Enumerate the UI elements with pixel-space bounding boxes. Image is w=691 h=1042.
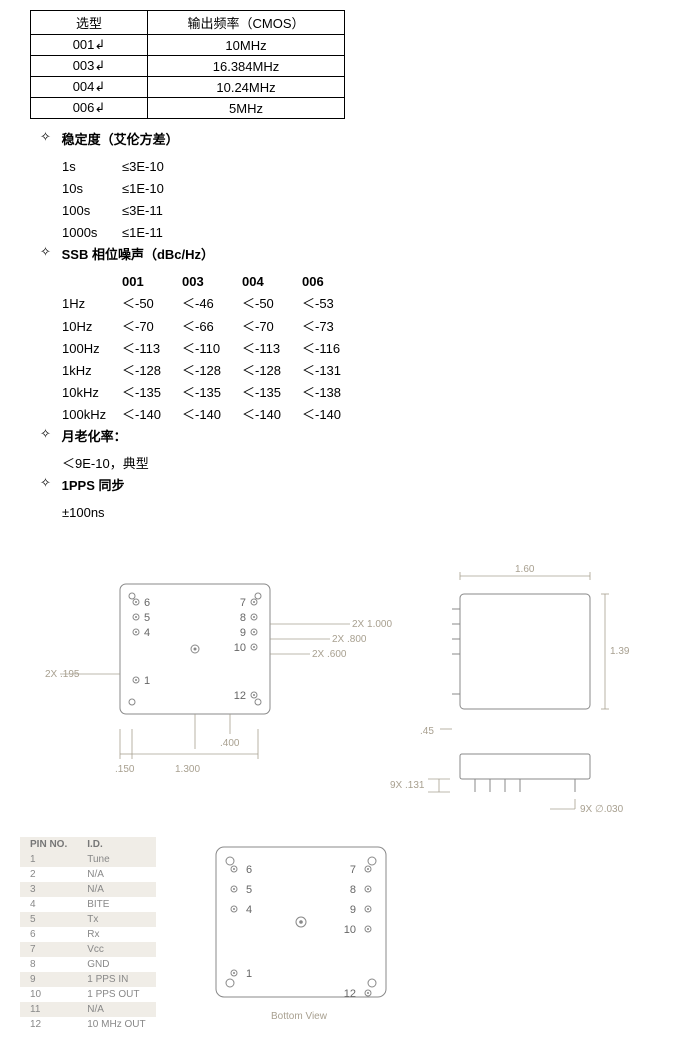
svg-text:9X ∅.030: 9X ∅.030 — [580, 804, 624, 814]
pin-row: 4BITE — [20, 897, 156, 912]
freq-cell: 10.24MHz — [148, 77, 345, 98]
svg-text:8: 8 — [349, 884, 355, 896]
bullet-icon: ✧ — [40, 475, 58, 491]
top-diagrams-svg: 6 5 4 1 7 8 9 10 12 2X 1.000 2X .800 2X .600 .4… — [20, 554, 660, 814]
svg-text:.400: .400 — [220, 738, 240, 749]
stability-section: ✧ 稳定度（艾伦方差） — [40, 129, 671, 148]
svg-text:1: 1 — [144, 675, 150, 687]
freq-header-output: 输出频率（CMOS） — [148, 11, 345, 35]
svg-text:.150: .150 — [115, 764, 135, 775]
svg-text:2X .800: 2X .800 — [332, 634, 367, 645]
ssb-row: 10Hz＜-70＜-66＜-70＜-73 — [62, 316, 671, 338]
pin-row: 2N/A — [20, 867, 156, 882]
ssb-title: SSB 相位噪声（dBc/Hz） — [62, 244, 214, 263]
svg-text:10: 10 — [234, 642, 246, 654]
svg-text:6: 6 — [144, 597, 150, 609]
mechanical-diagrams: 6 5 4 1 7 8 9 10 12 2X 1.000 2X .800 2X .600 .4… — [20, 554, 671, 1032]
svg-text:8: 8 — [240, 612, 246, 624]
bullet-icon: ✧ — [40, 426, 58, 442]
ssb-row: 1Hz＜-50＜-46＜-50＜-53 — [62, 293, 671, 315]
svg-text:Bottom View: Bottom View — [271, 1011, 328, 1022]
svg-text:2X .195: 2X .195 — [45, 669, 80, 680]
pps-section: ✧ 1PPS 同步 — [40, 475, 671, 494]
pin-table: PIN NO. I.D. 1Tune2N/A3N/A4BITE5Tx6Rx7Vc… — [20, 837, 156, 1032]
stability-data: 1s≤3E-1010s≤1E-10100s≤3E-111000s≤1E-11 — [62, 156, 671, 244]
aging-section: ✧ 月老化率： — [40, 426, 671, 445]
svg-text:5: 5 — [144, 612, 150, 624]
pin-row: 7Vcc — [20, 942, 156, 957]
freq-header-model: 选型 — [31, 11, 148, 35]
stability-row: 1s≤3E-10 — [62, 156, 671, 178]
freq-cell: 5MHz — [148, 98, 345, 119]
svg-text:1.39: 1.39 — [610, 646, 630, 657]
svg-text:.45: .45 — [420, 726, 434, 737]
pin-header-no: PIN NO. — [20, 837, 77, 852]
svg-text:1: 1 — [246, 968, 252, 980]
stability-row: 100s≤3E-11 — [62, 200, 671, 222]
svg-text:1.300: 1.300 — [175, 764, 200, 775]
frequency-table: 选型 输出频率（CMOS） 001↲10MHz003↲16.384MHz004↲… — [30, 10, 345, 119]
bullet-icon: ✧ — [40, 129, 58, 145]
svg-text:2X 1.000: 2X 1.000 — [352, 619, 392, 630]
pin-row: 5Tx — [20, 912, 156, 927]
stability-title: 稳定度（艾伦方差） — [62, 129, 179, 148]
svg-text:7: 7 — [240, 597, 246, 609]
pin-row: 91 PPS IN — [20, 972, 156, 987]
freq-cell: 16.384MHz — [148, 56, 345, 77]
svg-text:9: 9 — [240, 627, 246, 639]
svg-text:4: 4 — [246, 904, 252, 916]
ssb-row: 1kHz＜-128＜-128＜-128＜-131 — [62, 360, 671, 382]
pin-header-id: I.D. — [77, 837, 155, 852]
bottom-view-svg: 6 5 4 1 7 8 9 10 12 Bottom View — [196, 837, 416, 1027]
pin-row: 1Tune — [20, 852, 156, 867]
pin-row: 1210 MHz OUT — [20, 1017, 156, 1032]
ssb-row: 10kHz＜-135＜-135＜-135＜-138 — [62, 382, 671, 404]
pps-value: ±100ns — [62, 502, 671, 524]
svg-text:1.60: 1.60 — [515, 564, 535, 575]
svg-text:4: 4 — [144, 627, 150, 639]
svg-text:2X .600: 2X .600 — [312, 649, 347, 660]
pin-row: 6Rx — [20, 927, 156, 942]
aging-value: ＜9E-10，典型 — [62, 453, 671, 475]
svg-text:10: 10 — [343, 924, 355, 936]
freq-cell: 006↲ — [31, 98, 148, 119]
freq-cell: 10MHz — [148, 35, 345, 56]
ssb-section: ✧ SSB 相位噪声（dBc/Hz） — [40, 244, 671, 263]
pin-row: 8GND — [20, 957, 156, 972]
svg-text:12: 12 — [234, 690, 246, 702]
ssb-row: 100Hz＜-113＜-110＜-113＜-116 — [62, 338, 671, 360]
pps-title: 1PPS 同步 — [62, 475, 125, 494]
ssb-data: 001003004006 1Hz＜-50＜-46＜-50＜-5310Hz＜-70… — [62, 271, 671, 426]
svg-text:9: 9 — [349, 904, 355, 916]
stability-row: 1000s≤1E-11 — [62, 222, 671, 244]
stability-row: 10s≤1E-10 — [62, 178, 671, 200]
pin-row: 3N/A — [20, 882, 156, 897]
aging-title: 月老化率： — [62, 426, 127, 445]
freq-cell: 004↲ — [31, 77, 148, 98]
svg-text:6: 6 — [246, 864, 252, 876]
svg-text:9X .131: 9X .131 — [390, 780, 425, 791]
svg-text:7: 7 — [349, 864, 355, 876]
svg-text:5: 5 — [246, 884, 252, 896]
freq-cell: 003↲ — [31, 56, 148, 77]
freq-cell: 001↲ — [31, 35, 148, 56]
bullet-icon: ✧ — [40, 244, 58, 260]
ssb-row: 100kHz＜-140＜-140＜-140＜-140 — [62, 404, 671, 426]
svg-text:12: 12 — [343, 988, 355, 1000]
pin-row: 11N/A — [20, 1002, 156, 1017]
